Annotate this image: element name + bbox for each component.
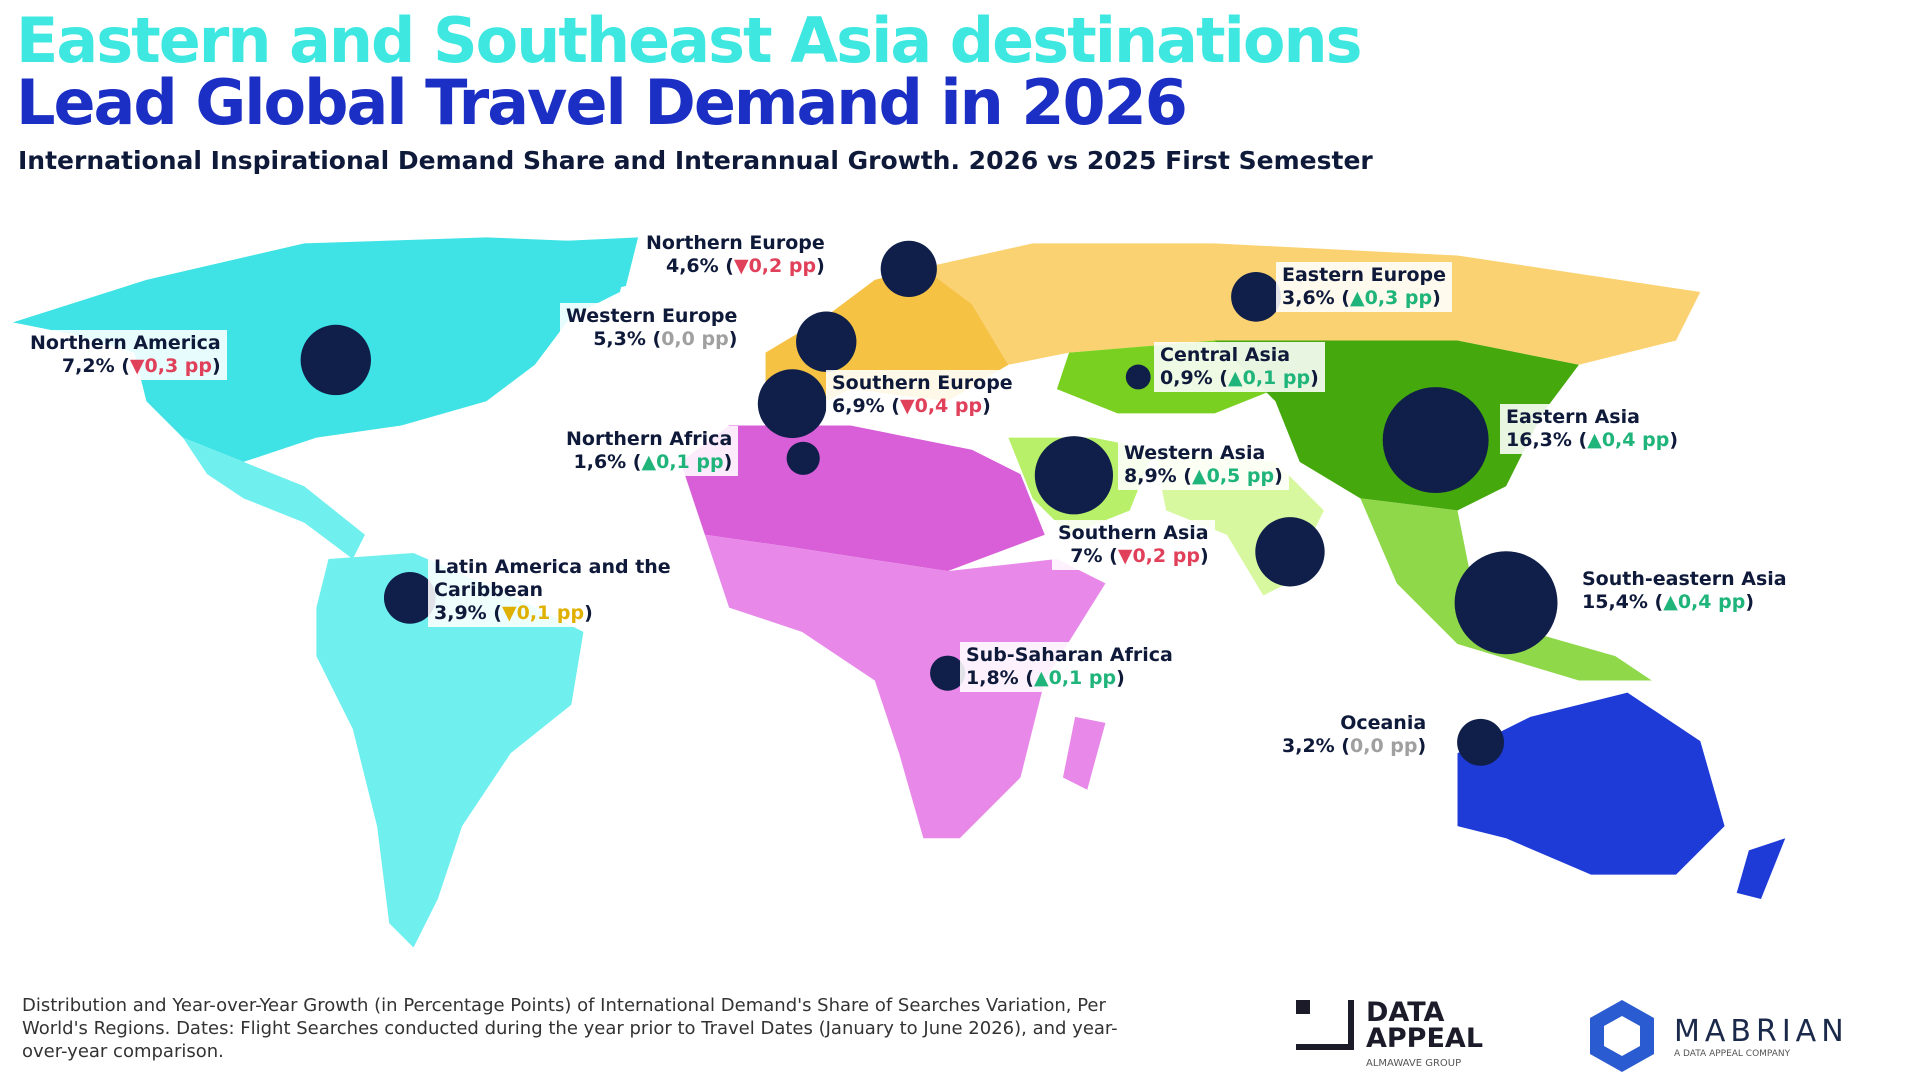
region-value: 15,4% (▲0,4 pp) bbox=[1582, 591, 1754, 613]
change-flat: 0,0 pp bbox=[661, 328, 729, 350]
region-label: Western Asia 8,9% (▲0,5 pp) bbox=[1118, 440, 1289, 490]
region-name: Southern Europe bbox=[832, 372, 1013, 394]
change-up: ▲0,5 pp bbox=[1192, 465, 1275, 487]
region-greenland bbox=[510, 237, 639, 305]
bubble-eastern-asia bbox=[1382, 387, 1489, 494]
region-label: Northern Africa 1,6% (▲0,1 pp) bbox=[560, 426, 739, 476]
region-name: Western Asia bbox=[1124, 442, 1266, 464]
region-label: Eastern Europe 3,6% (▲0,3 pp) bbox=[1276, 262, 1453, 312]
logo-text: MABRIAN bbox=[1674, 1013, 1849, 1049]
region-name: South-eastern Asia bbox=[1582, 568, 1787, 590]
change-down: ▼0,2 pp bbox=[733, 255, 817, 277]
logo-tag: A DATA APPEAL COMPANY bbox=[1674, 1048, 1791, 1059]
bubble-south-eastern-asia bbox=[1454, 551, 1558, 655]
region-label: Northern America 7,2% (▼0,3 pp) bbox=[24, 330, 227, 380]
region-value: 6,9% (▼0,4 pp) bbox=[832, 395, 991, 417]
bubble-northern-africa bbox=[786, 441, 820, 475]
change-up: ▲0,4 pp bbox=[1587, 429, 1670, 451]
region-value: 0,9% (▲0,1 pp) bbox=[1160, 367, 1319, 389]
subtitle: International Inspirational Demand Share… bbox=[18, 146, 1373, 175]
data-appeal-logo: DATA APPEAL ALMAWAVE GROUP bbox=[1296, 997, 1484, 1069]
logo-text: DATA bbox=[1366, 997, 1445, 1028]
change-up: ▲0,4 pp bbox=[1663, 591, 1746, 613]
region-name: Eastern Asia bbox=[1506, 406, 1640, 428]
region-south-eastern-asia bbox=[1360, 498, 1652, 681]
bubble-oceania bbox=[1457, 718, 1505, 766]
change-down: ▼0,3 pp bbox=[129, 355, 212, 377]
region-name: Western Europe bbox=[566, 305, 738, 327]
region-oceania bbox=[1457, 692, 1725, 875]
region-name: Eastern Europe bbox=[1282, 264, 1447, 286]
region-value: 3,6% (▲0,3 pp) bbox=[1282, 287, 1441, 309]
region-value: 4,6% (▼0,2 pp) bbox=[665, 255, 825, 277]
region-northern-africa bbox=[680, 425, 1045, 572]
region-value: 5,3% (0,0 pp) bbox=[593, 328, 738, 350]
region-name: Central Asia bbox=[1160, 344, 1291, 366]
region-sub-saharan-africa bbox=[704, 534, 1106, 839]
logo-tag: ALMAWAVE GROUP bbox=[1366, 1058, 1462, 1069]
region-label: South-eastern Asia 15,4% (▲0,4 pp) bbox=[1576, 566, 1793, 616]
change-down: ▼0,2 pp bbox=[1117, 545, 1200, 567]
change-up: ▲0,3 pp bbox=[1350, 287, 1433, 309]
change-up: ▲0,1 pp bbox=[1228, 367, 1311, 389]
region-value: 1,8% (▲0,1 pp) bbox=[966, 667, 1125, 689]
region-name: Northern Africa bbox=[566, 428, 733, 450]
region-label: Central Asia 0,9% (▲0,1 pp) bbox=[1154, 342, 1325, 392]
mabrian-hexagon-icon bbox=[1590, 1000, 1654, 1072]
bubble-eastern-europe bbox=[1231, 271, 1281, 322]
region-name: Sub-Saharan Africa bbox=[966, 644, 1173, 666]
bubble-sub-saharan-africa bbox=[930, 655, 966, 691]
change-down: ▼0,4 pp bbox=[900, 395, 983, 417]
bubble-central-asia bbox=[1125, 364, 1151, 390]
mabrian-logo: MABRIAN A DATA APPEAL COMPANY bbox=[1584, 998, 1849, 1074]
bubble-southern-europe bbox=[757, 369, 827, 439]
region-label: Sub-Saharan Africa 1,8% (▲0,1 pp) bbox=[960, 642, 1179, 692]
region-label: Northern Europe 4,6% (▼0,2 pp) bbox=[640, 230, 831, 280]
region-south-america bbox=[316, 552, 584, 948]
title-line1: Eastern and Southeast Asia destinations bbox=[16, 4, 1362, 77]
title-line2: Lead Global Travel Demand in 2026 bbox=[16, 66, 1188, 139]
region-value: 1,6% (▲0,1 pp) bbox=[573, 451, 733, 473]
bubble-latin-america-and-the-caribbean bbox=[383, 571, 436, 624]
change-flat: 0,0 pp bbox=[1350, 735, 1418, 757]
region-name: Northern Europe bbox=[646, 232, 825, 254]
change-down-yellow: ▼0,1 pp bbox=[502, 602, 585, 624]
region-value: 16,3% (▲0,4 pp) bbox=[1506, 429, 1678, 451]
region-value: 7,2% (▼0,3 pp) bbox=[61, 355, 221, 377]
region-central-america bbox=[182, 437, 365, 560]
bubble-western-europe bbox=[796, 311, 857, 372]
footnote: Distribution and Year-over-Year Growth (… bbox=[22, 995, 1118, 1062]
change-up: ▲0,1 pp bbox=[641, 451, 724, 473]
region-label: Southern Asia 7% (▼0,2 pp) bbox=[1052, 520, 1215, 570]
region-value: 3,2% (0,0 pp) bbox=[1282, 735, 1427, 757]
change-up: ▲0,1 pp bbox=[1034, 667, 1117, 689]
region-value: 8,9% (▲0,5 pp) bbox=[1124, 465, 1283, 487]
region-label: Eastern Asia 16,3% (▲0,4 pp) bbox=[1500, 404, 1684, 454]
logo-text: APPEAL bbox=[1366, 1023, 1484, 1054]
bubble-northern-america bbox=[300, 324, 371, 396]
region-name: Latin America and the Caribbean bbox=[434, 556, 671, 601]
bubble-northern-europe bbox=[880, 240, 937, 298]
region-value: 7% (▼0,2 pp) bbox=[1070, 545, 1209, 567]
region-label: Southern Europe 6,9% (▼0,4 pp) bbox=[826, 370, 1019, 420]
data-appeal-mark-icon bbox=[1296, 1000, 1354, 1050]
region-name: Northern America bbox=[30, 332, 221, 354]
region-madagascar bbox=[1062, 716, 1106, 790]
region-label: Western Europe 5,3% (0,0 pp) bbox=[560, 303, 744, 353]
region-value: 3,9% (▼0,1 pp) bbox=[434, 602, 593, 624]
bubble-southern-asia bbox=[1255, 517, 1325, 587]
bubble-western-asia bbox=[1034, 436, 1114, 515]
region-name: Oceania bbox=[1340, 712, 1427, 734]
region-label: Latin America and the Caribbean 3,9% (▼0,… bbox=[428, 554, 700, 627]
region-name: Southern Asia bbox=[1058, 522, 1209, 544]
region-label: Oceania 3,2% (0,0 pp) bbox=[1276, 710, 1433, 760]
region-new-zealand bbox=[1736, 838, 1786, 899]
